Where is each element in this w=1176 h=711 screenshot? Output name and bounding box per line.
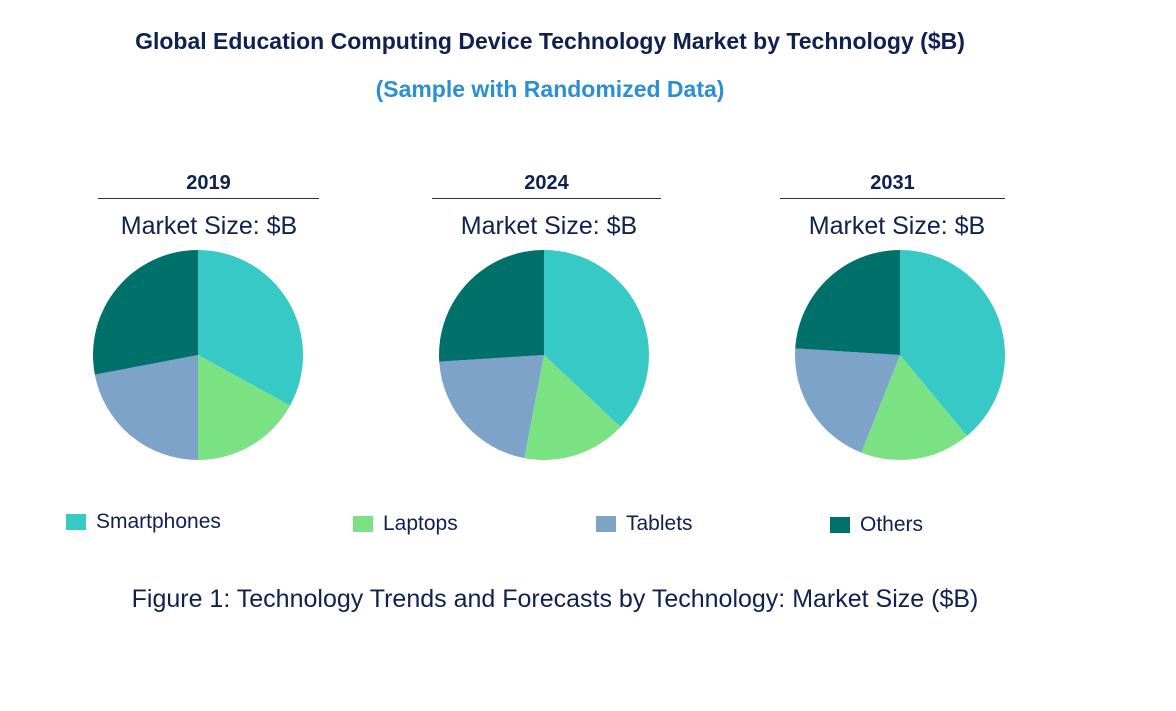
legend-item-tablets: Tablets	[596, 512, 693, 536]
figure-caption: Figure 1: Technology Trends and Forecast…	[131, 585, 979, 613]
pie-slice-2031-smartphones	[900, 250, 1005, 436]
pie-slice-2019-laptops	[198, 355, 291, 460]
pie-slice-2024-smartphones	[544, 250, 650, 427]
pie-year-2024: 2024	[432, 172, 661, 199]
pie-slice-2024-others	[439, 250, 544, 362]
legend-swatch	[830, 517, 850, 533]
legend-item-laptops: Laptops	[353, 512, 458, 536]
pie-slice-2031-others	[795, 250, 900, 355]
chart-subtitle: (Sample with Randomized Data)	[375, 76, 725, 102]
pie-slice-2019-smartphones	[198, 250, 304, 406]
market-size-label-2031: Market Size: $B	[808, 212, 986, 240]
pie-slice-2031-tablets	[795, 348, 900, 453]
market-size-label-2019: Market Size: $B	[120, 212, 298, 240]
legend-swatch	[596, 516, 616, 532]
chart-title: Global Education Computing Device Techno…	[135, 28, 965, 54]
market-size-label-2024: Market Size: $B	[460, 212, 638, 240]
pie-year-2019: 2019	[98, 172, 319, 199]
legend-swatch	[353, 516, 373, 532]
legend-swatch	[66, 514, 86, 530]
pie-slice-2019-others	[92, 250, 198, 375]
pie-slice-2031-laptops	[861, 355, 967, 460]
legend-item-others: Others	[830, 513, 923, 537]
pie-slice-2019-tablets	[94, 355, 198, 460]
pie-slice-2024-tablets	[439, 355, 544, 459]
pie-year-2031: 2031	[780, 172, 1005, 199]
legend-item-smartphones: Smartphones	[66, 510, 221, 534]
pie-slice-2024-laptops	[524, 355, 621, 460]
